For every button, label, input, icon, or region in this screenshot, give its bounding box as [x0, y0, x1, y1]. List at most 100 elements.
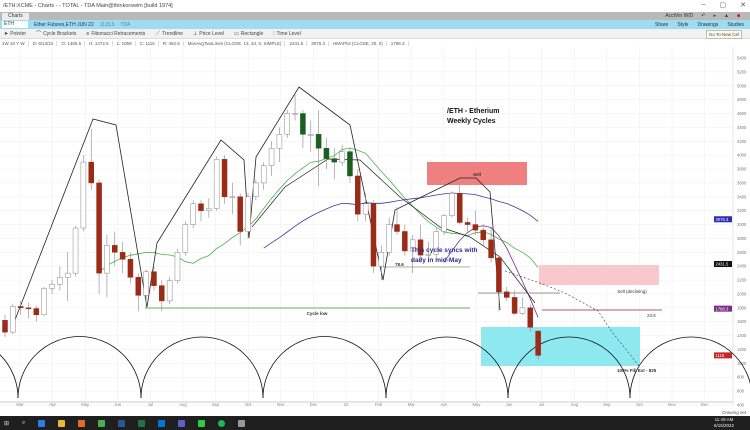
tab-charts[interactable]: Charts	[2, 12, 29, 20]
price-badge	[714, 352, 732, 359]
candle-body	[276, 134, 283, 149]
drawing-toolbar: ➤ Pointer ⌒ Cycle Brackets ≡ Fibonacci Retr…	[0, 29, 750, 39]
candle	[370, 200, 377, 274]
tool-rectangle[interactable]: ▭ Rectangle	[234, 31, 263, 37]
y-tick-label: 4400	[737, 125, 747, 130]
share-button[interactable]: Share	[655, 21, 669, 28]
candle-body	[417, 239, 424, 256]
maximize-icon[interactable]: ▢	[719, 2, 727, 9]
candle-body	[112, 245, 118, 253]
tool-cycle-brackets[interactable]: ⌒ Cycle Brackets	[36, 30, 76, 37]
candle	[166, 276, 173, 305]
style-button[interactable]: Style	[677, 21, 689, 28]
teams-icon[interactable]	[178, 419, 186, 427]
play-icon[interactable]: ▸	[713, 13, 717, 19]
symbol-bar: ETH Ether Futures,ETH JUN 22 1115.5 TDA …	[0, 20, 750, 29]
candle	[80, 155, 87, 232]
candle	[488, 228, 494, 263]
candle	[213, 156, 220, 211]
tool-fibonacci[interactable]: ≡ Fibonacci Retracements	[86, 31, 145, 37]
x-tick-label: May	[81, 402, 90, 407]
y-tick-label: 1800	[737, 305, 747, 310]
price-badge	[714, 305, 732, 312]
candle-body	[339, 151, 345, 163]
notification-icon[interactable]: ▲	[724, 13, 729, 19]
app-icon[interactable]	[238, 419, 246, 427]
status-item: C: 1115	[140, 40, 159, 46]
candle-body	[347, 151, 353, 177]
candle-body	[308, 134, 314, 136]
candle	[260, 162, 267, 190]
drawings-button[interactable]: Drawings	[697, 21, 719, 28]
candle-body	[10, 306, 16, 333]
flag-icon[interactable]: ■	[736, 13, 740, 19]
candle	[292, 94, 298, 121]
outlook-icon[interactable]	[158, 419, 166, 427]
candle	[17, 300, 24, 315]
tool-price-level[interactable]: ⊥ Price Level	[193, 31, 224, 37]
y-tick-label: 5000	[737, 83, 747, 88]
y-tick-label: 1000	[737, 361, 747, 366]
thinkorswim-icon[interactable]	[98, 419, 106, 427]
candle	[425, 241, 432, 263]
candle-body	[229, 196, 236, 199]
candle	[362, 193, 369, 222]
excel-icon[interactable]	[138, 419, 146, 427]
candle	[480, 224, 486, 246]
price-chart[interactable]: 400 600 800 1000 1200 1400 1600 1800 2000 2200 240…	[0, 47, 750, 410]
status-item: O: 1465.5	[61, 40, 86, 46]
spotify-icon[interactable]	[218, 419, 226, 427]
close-icon[interactable]: ✕	[740, 2, 746, 9]
status-item: 3076.3	[311, 40, 330, 46]
drawing-set-label[interactable]: Drawing set	[722, 410, 746, 415]
candle-body	[135, 277, 142, 296]
candle-body	[88, 161, 94, 184]
studies-button[interactable]: Studies	[727, 21, 744, 28]
app-icon[interactable]	[38, 419, 46, 427]
candle	[151, 266, 157, 291]
tool-pointer[interactable]: ➤ Pointer	[4, 31, 26, 37]
word-icon[interactable]	[118, 419, 126, 427]
candle-body	[127, 259, 134, 278]
candle	[127, 252, 134, 284]
status-item: 1788.3	[391, 40, 409, 46]
candle-body	[253, 182, 259, 198]
windows-start-icon[interactable]: ⊞	[4, 420, 10, 427]
x-tick-label: Aug	[179, 402, 187, 407]
x-tick-label: Nov	[668, 402, 676, 407]
candle-body	[315, 134, 322, 149]
cycle-arc	[0, 354, 19, 399]
x-tick-label: Jul	[148, 402, 153, 407]
y-tick-label: 400	[737, 403, 745, 408]
candle	[104, 234, 110, 298]
candle-body	[527, 307, 534, 328]
candle	[449, 191, 455, 218]
symbol-input[interactable]: ETH	[2, 21, 28, 28]
x-tick-label: Jul	[539, 402, 544, 407]
undo-icon[interactable]: ↶	[701, 13, 706, 19]
y-tick-label: 4200	[737, 139, 747, 144]
y-tick-label: 3400	[737, 194, 747, 199]
tool-trendline[interactable]: ／ Trendline	[155, 30, 183, 37]
candle	[2, 314, 8, 337]
candle	[284, 110, 290, 138]
minimize-icon[interactable]: –	[701, 1, 706, 8]
folder-icon[interactable]	[58, 419, 66, 427]
tool-time-level[interactable]: ⫶ Time Level	[273, 31, 301, 37]
candle-body	[151, 271, 157, 286]
candle	[394, 207, 400, 235]
candle	[300, 110, 306, 149]
app-icon[interactable]	[198, 419, 206, 427]
search-icon[interactable]: ⌕	[22, 419, 26, 426]
candle-body	[166, 280, 173, 302]
firefox-icon[interactable]	[78, 419, 86, 427]
candle-body	[535, 330, 541, 356]
x-tick-label: Feb	[375, 402, 383, 407]
candle	[268, 141, 275, 176]
candle-body	[2, 320, 8, 333]
x-tick-label: Apr	[441, 402, 448, 407]
x-tick-label: Jun	[114, 402, 121, 407]
candle	[33, 305, 40, 322]
account-label[interactable]: AcctVin W/D	[665, 13, 694, 19]
candle-body	[33, 308, 40, 316]
